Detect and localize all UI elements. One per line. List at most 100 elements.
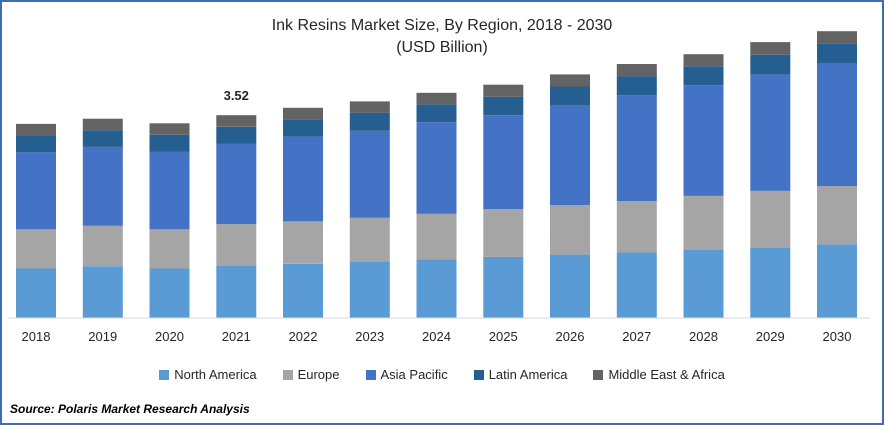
x-tick-label: 2024	[422, 329, 451, 344]
bar-segment-2025-middle-east-africa	[483, 84, 524, 97]
data-label: 3.52	[224, 88, 249, 103]
bar-segment-2019-middle-east-africa	[82, 118, 123, 131]
bar-segment-2020-latin-america	[149, 134, 190, 152]
bar-segment-2021-north-america	[216, 265, 257, 318]
legend-swatch	[159, 369, 170, 380]
bar-segment-2019-north-america	[82, 266, 123, 318]
chart-subtitle: (USD Billion)	[396, 39, 488, 56]
bar-segment-2024-asia-pacific	[416, 122, 457, 214]
legend-swatch	[282, 369, 293, 380]
bar-segment-2021-asia-pacific	[216, 143, 257, 225]
bar-segment-2028-asia-pacific	[683, 85, 724, 196]
bar-segment-2019-asia-pacific	[82, 146, 123, 226]
bar-segment-2030-europe	[817, 186, 857, 245]
bar-segment-2024-middle-east-africa	[416, 92, 457, 105]
chart-title: Ink Resins Market Size, By Region, 2018 …	[271, 17, 613, 34]
bar-segment-2018-europe	[16, 229, 56, 269]
bar-segment-2028-north-america	[683, 250, 724, 318]
bar-segment-2019-europe	[82, 225, 123, 267]
bar-segment-2027-asia-pacific	[616, 95, 657, 202]
bar-segment-2022-europe	[283, 221, 323, 264]
bar-segment-2018-north-america	[16, 268, 56, 318]
bar-segment-2030-latin-america	[817, 43, 857, 64]
bar-segment-2025-north-america	[483, 256, 524, 318]
bar-segment-2026-asia-pacific	[550, 105, 590, 206]
bar-segment-2023-asia-pacific	[349, 130, 390, 218]
bar-segment-2022-north-america	[283, 263, 323, 318]
x-tick-labels: 2018 2019 2020 2021 2022 2023 2024 2025 2026 2027…	[22, 329, 852, 344]
bar-segment-2030-middle-east-africa	[817, 31, 857, 44]
legend-item: Middle East & Africa	[593, 367, 725, 382]
legend-label: Latin America	[488, 367, 568, 382]
legend: North America Europe Asia Pacific Latin Ame…	[0, 367, 884, 382]
bar-segment-2020-middle-east-africa	[149, 123, 190, 135]
bar-segment-2020-asia-pacific	[149, 151, 190, 230]
bar-segment-2021-middle-east-africa	[216, 115, 257, 127]
bar-segment-2023-latin-america	[349, 112, 390, 131]
legend-swatch	[365, 369, 376, 380]
bar-segment-2029-north-america	[750, 247, 791, 318]
legend-label: Asia Pacific	[380, 367, 448, 382]
legend-label: Europe	[297, 367, 340, 382]
legend-item: Europe	[282, 367, 340, 382]
bar-segment-2024-latin-america	[416, 104, 457, 123]
source-note: Source: Polaris Market Research Analysis	[10, 402, 250, 416]
legend-swatch	[473, 369, 484, 380]
bar-segment-2019-latin-america	[82, 130, 123, 147]
bar-segment-2026-latin-america	[550, 86, 590, 106]
x-tick-label: 2027	[622, 329, 651, 344]
annotations-group: 3.52	[224, 88, 249, 103]
bar-segment-2030-asia-pacific	[817, 63, 857, 187]
x-tick-label: 2019	[88, 329, 117, 344]
bar-segment-2029-asia-pacific	[750, 74, 791, 191]
bar-segment-2026-europe	[550, 205, 590, 255]
bar-segment-2023-middle-east-africa	[349, 101, 390, 113]
bars-group	[16, 31, 857, 318]
bar-segment-2023-europe	[349, 217, 390, 262]
bar-segment-2025-latin-america	[483, 96, 524, 116]
x-tick-label: 2021	[222, 329, 251, 344]
bar-segment-2018-latin-america	[16, 135, 56, 153]
bar-segment-2026-middle-east-africa	[550, 74, 590, 87]
bar-segment-2022-asia-pacific	[283, 136, 323, 222]
bar-segment-2025-europe	[483, 209, 524, 257]
x-tick-label: 2029	[756, 329, 785, 344]
bar-segment-2027-latin-america	[616, 76, 657, 96]
bar-segment-2027-middle-east-africa	[616, 64, 657, 77]
bar-segment-2018-middle-east-africa	[16, 123, 56, 136]
x-tick-label: 2026	[556, 329, 585, 344]
x-tick-label: 2020	[155, 329, 184, 344]
bar-segment-2022-latin-america	[283, 119, 323, 137]
bar-segment-2028-middle-east-africa	[683, 54, 724, 67]
bar-segment-2020-north-america	[149, 268, 190, 318]
bar-segment-2029-europe	[750, 190, 791, 248]
x-tick-label: 2030	[823, 329, 852, 344]
bar-segment-2022-middle-east-africa	[283, 107, 323, 120]
x-tick-label: 2022	[289, 329, 318, 344]
bar-segment-2029-latin-america	[750, 54, 791, 75]
legend-item: Latin America	[473, 367, 568, 382]
bar-segment-2027-europe	[616, 201, 657, 253]
bar-segment-2024-europe	[416, 213, 457, 260]
bar-segment-2029-middle-east-africa	[750, 42, 791, 55]
bar-segment-2028-latin-america	[683, 66, 724, 86]
legend-item: North America	[159, 367, 257, 382]
bar-segment-2020-europe	[149, 229, 190, 269]
legend-label: North America	[174, 367, 257, 382]
legend-item: Asia Pacific	[365, 367, 448, 382]
bar-segment-2021-latin-america	[216, 126, 257, 144]
bar-segment-2030-north-america	[817, 244, 857, 318]
bar-segment-2018-asia-pacific	[16, 152, 56, 230]
legend-label: Middle East & Africa	[608, 367, 725, 382]
x-tick-label: 2018	[22, 329, 51, 344]
x-tick-label: 2023	[355, 329, 384, 344]
bar-segment-2026-north-america	[550, 254, 590, 318]
bar-segment-2024-north-america	[416, 259, 457, 318]
x-tick-label: 2025	[489, 329, 518, 344]
bar-segment-2023-north-america	[349, 261, 390, 318]
bar-segment-2027-north-america	[616, 252, 657, 318]
bar-segment-2028-europe	[683, 195, 724, 250]
x-tick-label: 2028	[689, 329, 718, 344]
bar-segment-2025-asia-pacific	[483, 115, 524, 210]
